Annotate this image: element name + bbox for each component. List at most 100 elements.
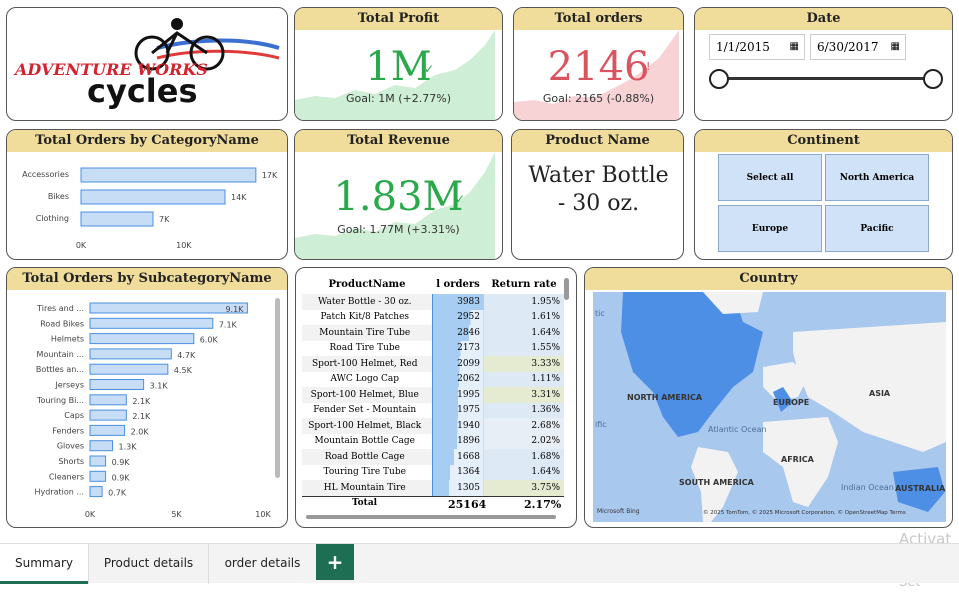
return-rate-cell: 3.75% xyxy=(484,480,564,496)
map-attribution: © 2025 TomTom, © 2025 Microsoft Corporat… xyxy=(703,509,906,516)
subcategory-bar-chart: Tires and ... 9.1K Road Bikes 7.1K Helmets 6.… xyxy=(34,302,271,519)
product-name-cell[interactable]: Patch Kit/8 Patches xyxy=(320,312,410,323)
subcategory-label: Cleaners xyxy=(49,472,84,481)
card-title: Total Orders by SubcategoryName xyxy=(7,268,287,290)
end-date-input[interactable]: 6/30/2017 ▦ xyxy=(810,34,906,60)
column-header-product[interactable]: ProductName xyxy=(302,274,432,294)
continent-pacific-button[interactable]: Pacific xyxy=(825,205,929,252)
x-tick-label: 10K xyxy=(255,510,271,519)
table-row[interactable]: Mountain Tire Tube 2846 1.64% xyxy=(302,325,564,341)
check-icon: ✓ xyxy=(455,192,466,206)
subcategory-bar xyxy=(89,379,145,390)
product-name-cell[interactable]: Sport-100 Helmet, Black xyxy=(308,420,422,431)
north-america-region[interactable] xyxy=(621,292,763,437)
vertical-scrollbar[interactable] xyxy=(564,278,569,300)
subcategory-bar xyxy=(89,348,172,360)
map-label-europe: EUROPE xyxy=(773,398,809,407)
orders-cell: 2952 xyxy=(431,309,484,325)
table-row[interactable]: Water Bottle - 30 oz. 3983 1.95% xyxy=(302,294,564,310)
return-rate-cell: 1.11% xyxy=(484,371,564,387)
world-map[interactable]: NORTH AMERICA EUROPE ASIA AFRICA SOUTH A… xyxy=(593,292,946,522)
date-slider-start-handle[interactable] xyxy=(709,69,729,89)
tab-order-details[interactable]: order details xyxy=(208,544,316,584)
orders-cell: 1364 xyxy=(431,464,484,480)
card-title: Total orders xyxy=(514,8,683,30)
tab-product-details[interactable]: Product details xyxy=(88,544,208,584)
total-orders-card: Total orders 2146 ! Goal: 2165 (-0.88%) xyxy=(513,7,684,121)
table-row[interactable]: Sport-100 Helmet, Blue 1995 3.31% xyxy=(302,387,564,403)
add-page-button[interactable]: + xyxy=(316,544,354,580)
product-name-cell[interactable]: Sport-100 Helmet, Blue xyxy=(310,389,419,400)
return-rate-cell: 1.68% xyxy=(484,449,564,465)
subcategory-data-label: 9.1K xyxy=(225,305,244,314)
product-name-cell[interactable]: Road Tire Tube xyxy=(329,343,400,354)
column-header-return-rate[interactable]: Return rate xyxy=(484,274,564,294)
end-date-value: 6/30/2017 xyxy=(817,40,879,54)
category-bar xyxy=(80,189,226,205)
category-bar-chart: Accessories 17K Bikes 14K Clothing 7K 0K 10K xyxy=(22,167,278,250)
product-name-cell[interactable]: Touring Tire Tube xyxy=(323,467,406,478)
subcategory-label: Shorts xyxy=(58,457,84,466)
table-row[interactable]: Road Tire Tube 2173 1.55% xyxy=(302,340,564,356)
map-label-africa: AFRICA xyxy=(781,455,815,464)
orders-cell: 2173 xyxy=(431,340,484,356)
calendar-icon[interactable]: ▦ xyxy=(789,41,799,52)
europe-region[interactable] xyxy=(773,387,793,412)
table-row[interactable]: Patch Kit/8 Patches 2952 1.61% xyxy=(302,309,564,325)
product-name-cell[interactable]: Road Bottle Cage xyxy=(324,451,405,462)
total-label: Total xyxy=(352,498,378,508)
start-date-input[interactable]: 1/1/2015 ▦ xyxy=(709,34,805,60)
table-row[interactable]: Sport-100 Helmet, Red 2099 3.33% xyxy=(302,356,564,372)
subcategory-data-label: 0.9K xyxy=(112,458,131,467)
start-date-value: 1/1/2015 xyxy=(716,40,770,54)
product-name-cell[interactable]: AWC Logo Cap xyxy=(330,374,400,385)
subcategory-data-label: 3.1K xyxy=(150,382,169,391)
column-header-orders[interactable]: l orders xyxy=(432,274,484,294)
subcategory-bar xyxy=(89,409,127,421)
category-bar xyxy=(80,167,257,183)
kpi-value: 1.83M xyxy=(333,174,464,220)
return-rate-cell: 1.61% xyxy=(484,309,564,325)
table-row[interactable]: Fender Set - Mountain 1975 1.36% xyxy=(302,402,564,418)
table-row[interactable]: Road Bottle Cage 1668 1.68% xyxy=(302,449,564,465)
table-row[interactable]: AWC Logo Cap 2062 1.11% xyxy=(302,371,564,387)
table-row[interactable]: Mountain Bottle Cage 1896 2.02% xyxy=(302,433,564,449)
continent-north-america-button[interactable]: North America xyxy=(825,154,929,201)
vertical-scrollbar[interactable] xyxy=(275,298,280,478)
logo-card: ADVENTURE WORKS cycles xyxy=(6,7,288,121)
date-slider-track[interactable] xyxy=(719,77,933,80)
continent-select-all-button[interactable]: Select all xyxy=(718,154,822,201)
product-name-cell[interactable]: HL Mountain Tire xyxy=(323,482,406,493)
horizontal-scrollbar[interactable] xyxy=(306,515,556,519)
product-name-cell[interactable]: Fender Set - Mountain xyxy=(313,405,417,416)
kpi-goal: Goal: 1.77M (+3.31%) xyxy=(337,223,460,236)
table-row[interactable]: Touring Tire Tube 1364 1.64% xyxy=(302,464,564,480)
table-row[interactable]: Sport-100 Helmet, Black 1940 2.68% xyxy=(302,418,564,434)
subcategory-data-label: 7.1K xyxy=(219,320,238,329)
orders-cell: 2846 xyxy=(431,325,484,341)
product-name-cell[interactable]: Water Bottle - 30 oz. xyxy=(317,296,412,307)
map-brand: Microsoft Bing xyxy=(597,508,640,515)
product-table: ProductName l orders Return rate Water B… xyxy=(302,274,564,496)
product-name-cell[interactable]: Sport-100 Helmet, Red xyxy=(312,358,418,369)
orders-sparkline xyxy=(514,30,679,120)
card-title: Country xyxy=(585,268,952,290)
alert-icon: ! xyxy=(646,60,651,73)
subcategory-label: Bottles an... xyxy=(36,365,84,374)
calendar-icon[interactable]: ▦ xyxy=(890,41,900,52)
table-row[interactable]: HL Mountain Tire 1305 3.75% xyxy=(302,480,564,496)
table-header-row: ProductName l orders Return rate xyxy=(302,274,564,294)
map-label-australia: AUSTRALIA xyxy=(895,484,946,493)
map-label-pacific-top: tic xyxy=(595,309,605,318)
kpi-goal: Goal: 1M (+2.77%) xyxy=(346,92,451,105)
product-name-cell[interactable]: Mountain Bottle Cage xyxy=(314,436,415,447)
orders-cell: 1940 xyxy=(431,418,484,434)
continent-europe-button[interactable]: Europe xyxy=(718,205,822,252)
product-name-cell[interactable]: Mountain Tire Tube xyxy=(319,327,411,338)
subcategory-data-label: 0.7K xyxy=(108,489,127,498)
date-slider-end-handle[interactable] xyxy=(923,69,943,89)
australia-region[interactable] xyxy=(893,467,945,512)
subcategory-label: Jerseys xyxy=(54,381,84,390)
tab-summary[interactable]: Summary xyxy=(0,544,88,584)
subcategory-label: Fenders xyxy=(52,426,84,435)
